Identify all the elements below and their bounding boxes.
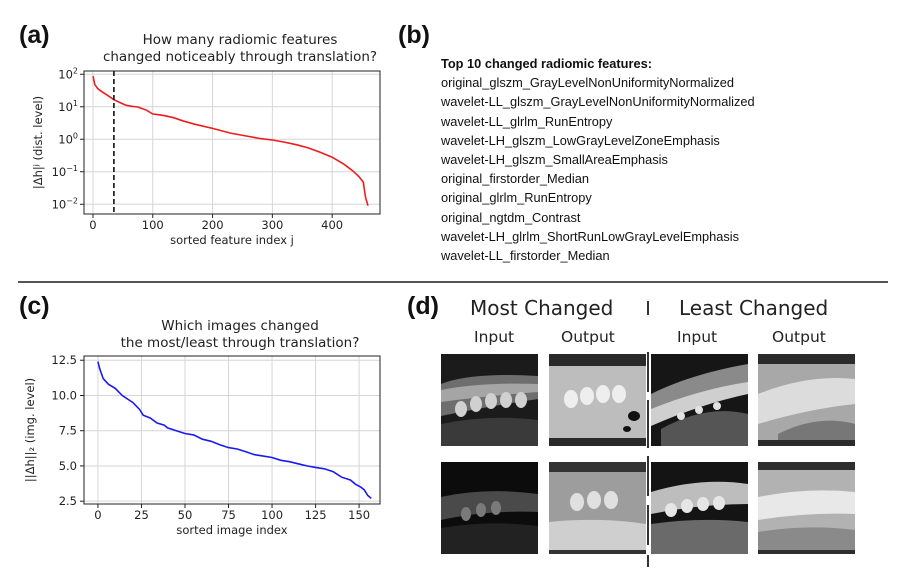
mri-most-input-2: [441, 462, 538, 554]
features-items: original_glszm_GrayLevelNonUniformityNor…: [441, 73, 901, 265]
separator-dash-3: [647, 456, 649, 496]
chart-c-line-group: [97, 361, 372, 500]
chart-a-line-group: [92, 71, 369, 214]
feature-item: wavelet-LH_glrlm_ShortRunLowGrayLevelEmp…: [441, 228, 740, 244]
chart-a-grid: [84, 71, 380, 214]
x-tick-label: 25: [134, 508, 149, 522]
features-header: Top 10 changed radiomic features:: [441, 56, 652, 71]
y-tick-label: 12.5: [51, 353, 77, 367]
chart-c-axes: 0 25 50 75 100 125 150 2.5 5.0 7.5 10.0 12.5 sorted …: [23, 353, 381, 537]
panel-label-b: (b): [398, 21, 430, 49]
features-list: Top 10 changed radiomic features: origin…: [441, 54, 901, 265]
feature-item: wavelet-LL_glszm_GrayLevelNonUniformityN…: [441, 94, 755, 110]
col-label-input-2: Input: [677, 328, 718, 346]
chart-a-title-line2: changed noticeably through translation?: [102, 49, 378, 65]
feature-item: original_glrlm_RunEntropy: [441, 190, 592, 206]
feature-item: wavelet-LL_glrlm_RunEntropy: [441, 113, 613, 129]
y-tick-label: 100: [58, 131, 78, 146]
mri-least-output-2: [758, 462, 855, 554]
y-tick-label: 5.0: [59, 459, 77, 473]
series-line: [92, 75, 369, 206]
chart-c-title-line2: the most/least through translation?: [120, 335, 360, 351]
y-tick-label: 102: [58, 66, 78, 81]
mri-most-input-1: [441, 354, 538, 446]
col-label-output-2: Output: [772, 328, 826, 346]
feature-item: original_glszm_GrayLevelNonUniformityNor…: [441, 75, 735, 91]
chart-a-title: How many radiomic features changed notic…: [70, 32, 410, 66]
plot-frame: [83, 355, 381, 505]
y-tick-label: 101: [58, 99, 78, 114]
chart-c-title: Which images changed the most/least thro…: [70, 318, 410, 352]
chart-a-title-line1: How many radiomic features: [142, 32, 338, 48]
col-label-output-1: Output: [561, 328, 615, 346]
y-tick-label: 7.5: [59, 424, 77, 438]
y-axis-label: ||Δh||₂ (img. level): [23, 378, 37, 482]
feature-item: wavelet-LH_glszm_SmallAreaEmphasis: [441, 152, 668, 168]
panel-label-a: (a): [19, 21, 50, 49]
separator-dash-5: [647, 555, 649, 567]
col-label-input-1: Input: [474, 328, 515, 346]
feature-item: original_ngtdm_Contrast: [441, 209, 581, 225]
x-tick-label: 400: [321, 218, 343, 232]
x-tick-label: 100: [261, 508, 283, 522]
x-tick-label: 75: [221, 508, 236, 522]
panel-label-d: (d): [407, 292, 439, 320]
series-line: [97, 361, 372, 500]
separator-dash-2: [647, 400, 649, 448]
section-divider: [18, 281, 888, 283]
x-tick-label: 0: [89, 218, 96, 232]
y-axis-label: |Δh|ʲ (dist. level): [31, 96, 45, 189]
header-separator: [647, 301, 649, 315]
panel-label-c: (c): [19, 292, 50, 320]
x-tick-label: 125: [305, 508, 327, 522]
mri-least-output-1: [758, 354, 855, 446]
x-tick-label: 50: [178, 508, 193, 522]
chart-c-title-line1: Which images changed: [161, 318, 319, 334]
x-tick-label: 200: [202, 218, 224, 232]
y-tick-label: 10.0: [51, 388, 77, 402]
y-tick-label: 10−2: [52, 196, 78, 211]
separator-dash-1: [647, 352, 649, 392]
mri-most-output-1: [549, 354, 646, 446]
chart-c-grid: [84, 356, 380, 504]
x-axis-label: sorted image index: [176, 523, 287, 537]
x-tick-label: 100: [142, 218, 164, 232]
x-tick-label: 150: [348, 508, 370, 522]
plot-frame: [83, 70, 381, 215]
most-changed-heading: Most Changed: [470, 296, 614, 320]
y-tick-label: 2.5: [59, 494, 77, 508]
x-tick-label: 0: [94, 508, 101, 522]
feature-item: wavelet-LH_glszm_LowGrayLevelZoneEmphasi…: [441, 132, 720, 148]
mri-least-input-2: [651, 462, 748, 554]
chart-a-axes: 0 100 200 300 400 10−2 10−1 100 101 102 sorted fea…: [31, 66, 381, 247]
x-tick-label: 300: [261, 218, 283, 232]
x-axis-label: sorted feature index j: [170, 233, 294, 247]
y-tick-label: 10−1: [52, 164, 78, 179]
mri-most-output-2: [549, 462, 646, 554]
mri-least-input-1: [651, 354, 748, 446]
feature-item: wavelet-LL_firstorder_Median: [441, 248, 610, 264]
least-changed-heading: Least Changed: [679, 296, 829, 320]
feature-item: original_firstorder_Median: [441, 171, 589, 187]
separator-dash-4: [647, 505, 649, 545]
